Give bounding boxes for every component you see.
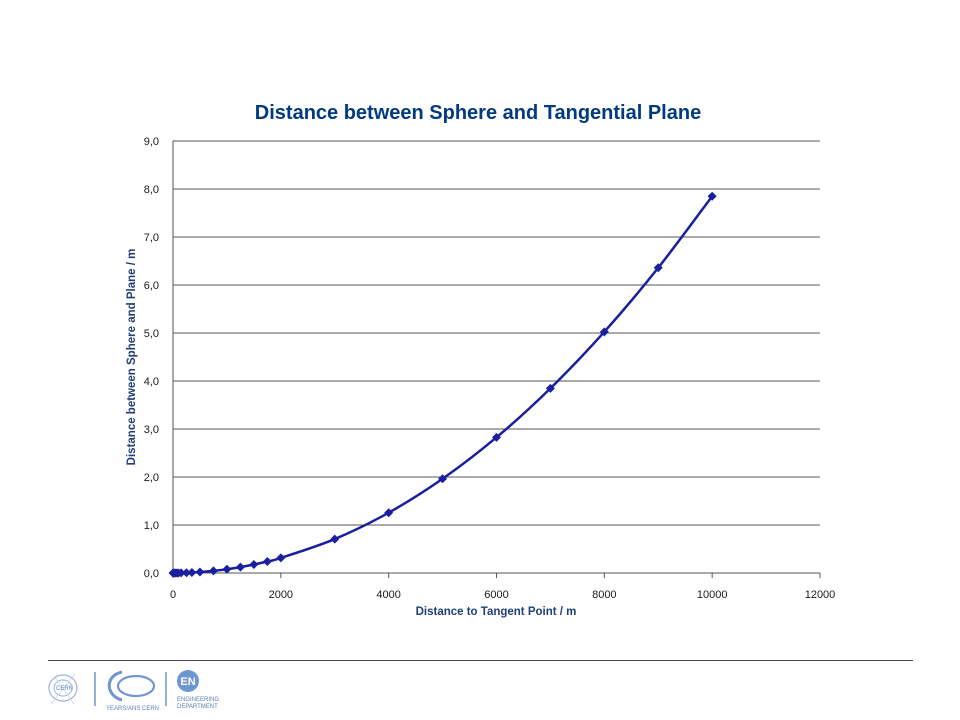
y-tick-label: 4,0 [144, 376, 159, 388]
data-point-marker [330, 534, 340, 544]
sixty-years-caption: YEARS/ANS CERN [106, 706, 159, 712]
data-point-marker [492, 432, 501, 442]
data-point-marker [707, 191, 717, 201]
y-tick-label: 2,0 [144, 472, 159, 484]
y-tick-label: 6,0 [144, 280, 159, 292]
y-tick-label: 7,0 [144, 232, 159, 244]
cern-logo: CERN [48, 673, 78, 705]
data-point-marker [181, 568, 191, 578]
data-point-marker [599, 327, 609, 337]
en-logo-text: EN [180, 676, 195, 688]
en-department-logo: EN ENGINEERING DEPARTMENT [177, 670, 219, 710]
y-tick-label: 5,0 [144, 328, 159, 340]
y-tick-label: 9,0 [144, 136, 159, 148]
data-point-marker [438, 474, 448, 484]
y-tick-labels: 0,0 1,0 2,0 3,0 4,0 5,0 6,0 7,0 8,0 9,0 [144, 136, 159, 580]
data-point-marker [222, 564, 232, 574]
en-caption-line-2: DEPARTMENT [177, 704, 218, 710]
x-axis-label: Distance to Tangent Point / m [416, 606, 577, 618]
x-tick-label: 6000 [484, 589, 508, 601]
data-point-marker [653, 263, 663, 273]
y-tick-label: 3,0 [144, 424, 159, 436]
series-markers [168, 191, 717, 578]
data-point-marker [195, 567, 205, 577]
x-tick-label: 12000 [805, 589, 836, 601]
cern-logo-text: CERN [56, 686, 73, 692]
footer-logos: CERN YEARS/ANS CERN EN ENGINEERING DEPAR… [48, 670, 219, 712]
y-axis-label: Distance between Sphere and Plane / m [126, 249, 138, 466]
axes [172, 141, 821, 578]
x-tick-label: 0 [170, 589, 176, 601]
x-tick-label: 10000 [697, 589, 728, 601]
data-point-marker [276, 553, 286, 563]
chart-title: Distance between Sphere and Tangential P… [255, 102, 701, 124]
series-line [172, 195, 714, 575]
chart: Distance between Sphere and Tangential P… [126, 102, 835, 618]
data-point-marker [187, 568, 197, 578]
data-point-marker [262, 556, 272, 566]
gridlines [173, 140, 820, 526]
data-point-marker [545, 383, 555, 393]
x-tick-label: 4000 [376, 589, 400, 601]
data-point-marker [384, 508, 394, 518]
data-point-marker [249, 560, 259, 570]
y-tick-label: 0,0 [144, 568, 159, 580]
sixty-years-logo: YEARS/ANS CERN [106, 670, 159, 712]
y-tick-label: 8,0 [144, 184, 159, 196]
data-point-marker [208, 566, 218, 576]
data-point-marker [235, 562, 245, 572]
x-tick-labels: 0 2000 4000 6000 8000 10000 12000 [170, 589, 835, 601]
x-tick-label: 8000 [592, 589, 616, 601]
footer-divider [48, 660, 913, 661]
en-caption-line-1: ENGINEERING [177, 697, 219, 703]
x-tick-label: 2000 [269, 589, 293, 601]
data-point-marker [176, 568, 186, 578]
y-tick-label: 1,0 [144, 520, 159, 532]
